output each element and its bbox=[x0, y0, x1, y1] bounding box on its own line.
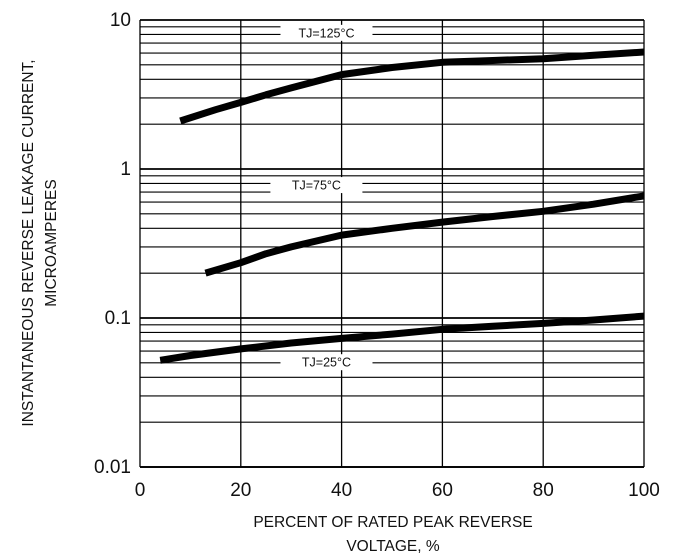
y-axis-label-line-1: INSTANTANEOUS REVERSE LEAKAGE CURRENT, bbox=[20, 59, 37, 426]
series-labels: TJ=125°C TJ=75°C TJ=25°C bbox=[270, 24, 373, 371]
chart-series bbox=[159, 48, 645, 364]
series-label-background bbox=[270, 177, 363, 194]
series-line-125c bbox=[179, 48, 645, 125]
series-label-75c: TJ=75°C bbox=[292, 179, 341, 193]
x-tick-label: 60 bbox=[432, 480, 453, 501]
y-tick-label: 1 bbox=[120, 159, 131, 180]
axis-titles: PERCENT OF RATED PEAK REVERSE VOLTAGE, %… bbox=[20, 59, 533, 555]
chart-grid bbox=[139, 19, 645, 468]
x-tick-label: 100 bbox=[628, 480, 660, 501]
y-tick-label: 0.1 bbox=[105, 308, 131, 329]
tick-labels: 0 20 40 60 80 100 0.01 0.1 1 10 bbox=[94, 10, 660, 501]
x-axis-label-line-1: PERCENT OF RATED PEAK REVERSE bbox=[253, 514, 532, 531]
y-tick-label: 10 bbox=[110, 10, 131, 31]
x-tick-label: 0 bbox=[135, 480, 146, 501]
series-line-25c bbox=[159, 312, 645, 364]
series-label-background bbox=[280, 354, 373, 371]
y-axis-label-line-2: MICROAMPERES bbox=[43, 179, 60, 306]
x-tick-label: 40 bbox=[331, 480, 352, 501]
series-label-background bbox=[280, 24, 373, 41]
x-tick-label: 20 bbox=[230, 480, 251, 501]
x-axis-label-line-2: VOLTAGE, % bbox=[346, 538, 440, 555]
x-tick-label: 80 bbox=[533, 480, 554, 501]
series-line-75c bbox=[204, 192, 645, 277]
series-label-125c: TJ=125°C bbox=[298, 26, 354, 40]
series-label-25c: TJ=25°C bbox=[302, 356, 351, 370]
y-tick-label: 0.01 bbox=[94, 457, 131, 478]
